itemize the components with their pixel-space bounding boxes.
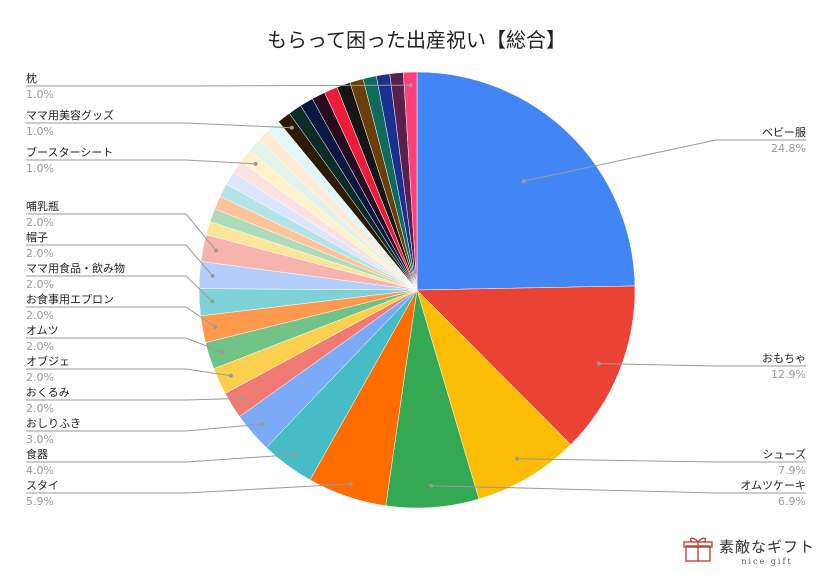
leader-dot <box>210 273 215 278</box>
leader-line <box>26 306 216 328</box>
slice-label: オムツ <box>26 324 59 337</box>
leader-line <box>26 423 263 432</box>
leader-line <box>431 485 806 494</box>
slice-label: オムツケーキ <box>740 479 806 492</box>
slice-percent: 2.0% <box>26 371 54 384</box>
slice-label: オブジェ <box>26 354 70 368</box>
gift-box-icon <box>683 536 713 566</box>
chart-title: もらって困った出産祝い【総合】 <box>267 28 566 52</box>
pie-slice <box>416 285 636 445</box>
leader-dot <box>228 373 233 378</box>
slice-percent: 1.0% <box>26 88 54 101</box>
leader-dot <box>521 179 526 184</box>
slice-percent: 2.0% <box>26 278 54 291</box>
slice-percent: 7.9% <box>778 464 806 477</box>
leader-line <box>26 368 231 377</box>
brand-subtitle: nice gift <box>741 557 793 566</box>
leader-line <box>26 84 411 87</box>
slice-label: おもちゃ <box>762 352 806 365</box>
leader-line <box>26 275 213 302</box>
leader-line <box>517 458 806 463</box>
slice-percent: 2.0% <box>26 340 54 353</box>
slice-label: お食事用エプロン <box>26 292 114 306</box>
slice-percent: 1.0% <box>26 125 54 138</box>
brand-name: 素敵なギフト <box>718 538 815 556</box>
slice-label: おしりふき <box>26 417 81 430</box>
leader-dot <box>429 483 434 488</box>
slice-label: 哺乳瓶 <box>26 199 59 213</box>
leader-line <box>26 159 256 165</box>
leader-dot <box>219 349 224 354</box>
slice-label: スタイ <box>26 479 59 492</box>
slice-percent: 2.0% <box>26 247 54 260</box>
slice-percent: 4.0% <box>26 464 54 477</box>
slice-label: 枕 <box>26 71 37 85</box>
slice-percent: 2.0% <box>26 216 54 229</box>
slice-label: ママ用食品・飲み物 <box>26 261 125 275</box>
slice-label: 帽子 <box>26 231 48 244</box>
slice-percent: 2.0% <box>26 402 54 415</box>
slice-percent: 2.0% <box>26 309 54 322</box>
leader-dot <box>253 161 258 166</box>
brand-logo: 素敵なギフト nice gift <box>683 536 815 566</box>
slice-percent: 12.9% <box>771 368 806 381</box>
leader-dot <box>213 324 218 329</box>
leader-line <box>26 454 295 463</box>
pie-slice <box>416 289 572 500</box>
leader-line <box>26 213 217 251</box>
slice-label: おくるみ <box>26 386 70 399</box>
pie-slice <box>403 71 418 291</box>
leader-line <box>26 122 292 129</box>
leader-line <box>26 244 213 277</box>
slice-percent: 1.0% <box>26 162 54 175</box>
slice-label: ベビー服 <box>762 126 806 139</box>
slice-percent: 5.9% <box>26 495 54 508</box>
slice-percent: 3.0% <box>26 433 54 446</box>
leader-line <box>26 397 244 401</box>
leader-line <box>598 363 806 367</box>
slice-label: ブースターシート <box>26 145 113 159</box>
leader-dot <box>515 456 520 461</box>
slice-label: 食器 <box>26 447 48 461</box>
leader-dot <box>210 299 215 304</box>
leader-dot <box>596 361 601 366</box>
leader-dot <box>260 422 265 427</box>
slice-percent: 24.8% <box>771 142 806 155</box>
leader-dot <box>213 248 218 253</box>
leader-dot <box>348 481 353 486</box>
leader-dot <box>241 396 246 401</box>
slice-label: シューズ <box>763 447 806 461</box>
leader-dot <box>408 83 413 88</box>
slice-percent: 6.9% <box>778 495 806 508</box>
leader-line <box>523 139 806 182</box>
leader-dot <box>292 452 297 457</box>
leader-line <box>26 337 222 353</box>
leader-line <box>26 483 351 494</box>
leader-dot <box>289 125 294 130</box>
slice-label: ママ用美容グッズ <box>26 108 114 122</box>
